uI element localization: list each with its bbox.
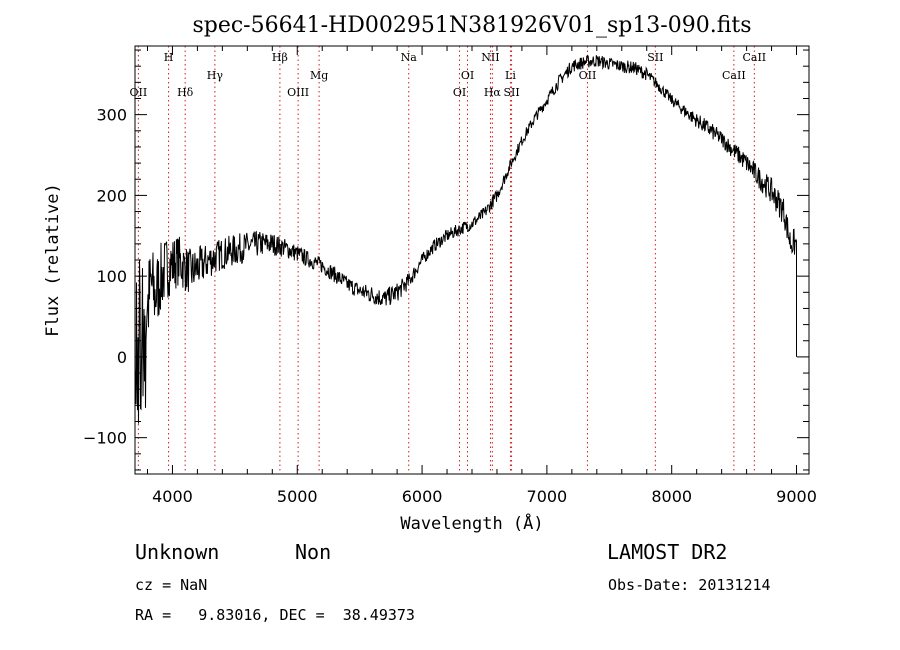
series-layer (135, 54, 797, 424)
object-class: Unknown (135, 540, 220, 564)
spectral-line-label: Hα (484, 86, 502, 99)
coordinates: RA = 9.83016, DEC = 38.49373 (135, 606, 415, 624)
y-tick-label: 300 (96, 106, 127, 125)
y-tick-label: 100 (96, 267, 127, 286)
spectral-line-label: NII (481, 51, 499, 64)
spectral-line-label: SII (647, 51, 663, 64)
spectral-line-label: OII (130, 86, 148, 99)
spectral-line-label: Li (505, 69, 516, 82)
spectral-line-label: OI (461, 69, 474, 82)
spectral-line-label: SII (503, 86, 519, 99)
survey-name: LAMOST DR2 (607, 540, 728, 564)
redshift-value: cz = NaN (135, 576, 208, 594)
spectral-line-label: Hγ (207, 69, 224, 82)
x-tick-label: 7000 (527, 487, 568, 506)
spectral-line-label: Mg (310, 69, 328, 82)
spectral-line-label: CaII (722, 69, 746, 82)
y-axis-label: Flux (relative) (43, 183, 63, 337)
x-tick-label: 9000 (776, 487, 817, 506)
y-tick-label: −100 (83, 429, 127, 448)
axes-layer: 4000 5000 6000 7000 8000 9000 −100 0 100 200 300 (83, 46, 817, 506)
y-tick-label: 0 (117, 348, 127, 367)
x-axis-label: Wavelength (Å) (400, 512, 543, 534)
spectral-line-label: OI (453, 86, 466, 99)
spectral-line-label: Hβ (272, 51, 288, 64)
obs-date: Obs-Date: 20131214 (608, 576, 771, 594)
spectral-line-label: Hδ (177, 86, 194, 99)
spectral-line-label: H (164, 51, 174, 64)
chart-title: spec-56641-HD002951N381926V01_sp13-090.f… (192, 13, 751, 38)
y-tick-label: 200 (96, 186, 127, 205)
x-tick-label: 6000 (402, 487, 443, 506)
spectral-line-label: CaII (742, 51, 766, 64)
spectral-line-label: OIII (287, 86, 309, 99)
spectral-line-label: Na (401, 51, 418, 64)
spectrum-series-line (135, 54, 797, 424)
object-subclass: Non (295, 540, 332, 564)
spectral-line-label: OII (579, 69, 597, 82)
x-tick-label: 8000 (651, 487, 692, 506)
x-tick-label: 4000 (152, 487, 193, 506)
x-tick-label: 5000 (277, 487, 318, 506)
